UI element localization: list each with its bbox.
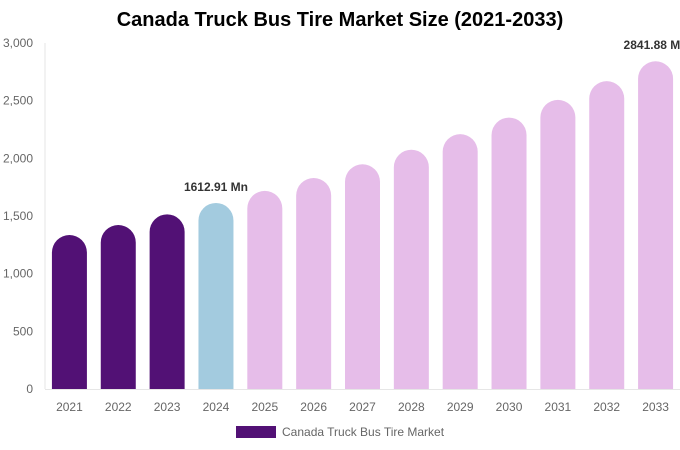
y-tick-label: 1,000 [3, 267, 33, 281]
y-tick-label: 1,500 [3, 209, 33, 223]
y-tick-label: 2,000 [3, 151, 33, 165]
y-tick-label: 0 [26, 382, 33, 396]
y-tick-label: 3,000 [3, 36, 33, 50]
x-tick-label: 2024 [203, 400, 230, 414]
legend-label[interactable]: Canada Truck Bus Tire Market [282, 425, 445, 439]
x-tick-label: 2029 [447, 400, 474, 414]
x-tick-label: 2028 [398, 400, 425, 414]
legend-swatch [236, 426, 276, 438]
bar-2023[interactable] [149, 214, 185, 389]
x-tick-label: 2021 [56, 400, 83, 414]
x-tick-label: 2027 [349, 400, 376, 414]
bar-2028[interactable] [393, 149, 429, 389]
x-tick-label: 2023 [154, 400, 181, 414]
y-tick-label: 500 [13, 324, 33, 338]
bar-2022[interactable] [100, 225, 136, 389]
chart-title: Canada Truck Bus Tire Market Size (2021-… [116, 9, 564, 31]
bar-2032[interactable] [589, 81, 625, 389]
bar-2033[interactable] [638, 61, 674, 389]
bar-2030[interactable] [491, 117, 527, 390]
x-tick-label: 2022 [105, 400, 132, 414]
x-tick-label: 2025 [251, 400, 278, 414]
legend: Canada Truck Bus Tire Market [236, 425, 444, 439]
x-tick-label: 2033 [642, 400, 669, 414]
bar-2026[interactable] [296, 178, 332, 389]
x-tick-label: 2032 [593, 400, 620, 414]
data-label: 1612.91 Mn [184, 180, 248, 194]
bar-2027[interactable] [345, 164, 380, 389]
x-tick-label: 2026 [300, 400, 327, 414]
data-label: 2841.88 Mn [624, 38, 680, 52]
x-tick-label: 2031 [545, 400, 572, 414]
bar-2029[interactable] [442, 134, 478, 389]
bar-2025[interactable] [247, 190, 283, 389]
bar-2021[interactable] [51, 235, 87, 389]
y-tick-label: 2,500 [3, 94, 33, 108]
x-tick-label: 2030 [496, 400, 523, 414]
bar-2024[interactable] [198, 202, 234, 389]
bar-2031[interactable] [540, 99, 576, 390]
